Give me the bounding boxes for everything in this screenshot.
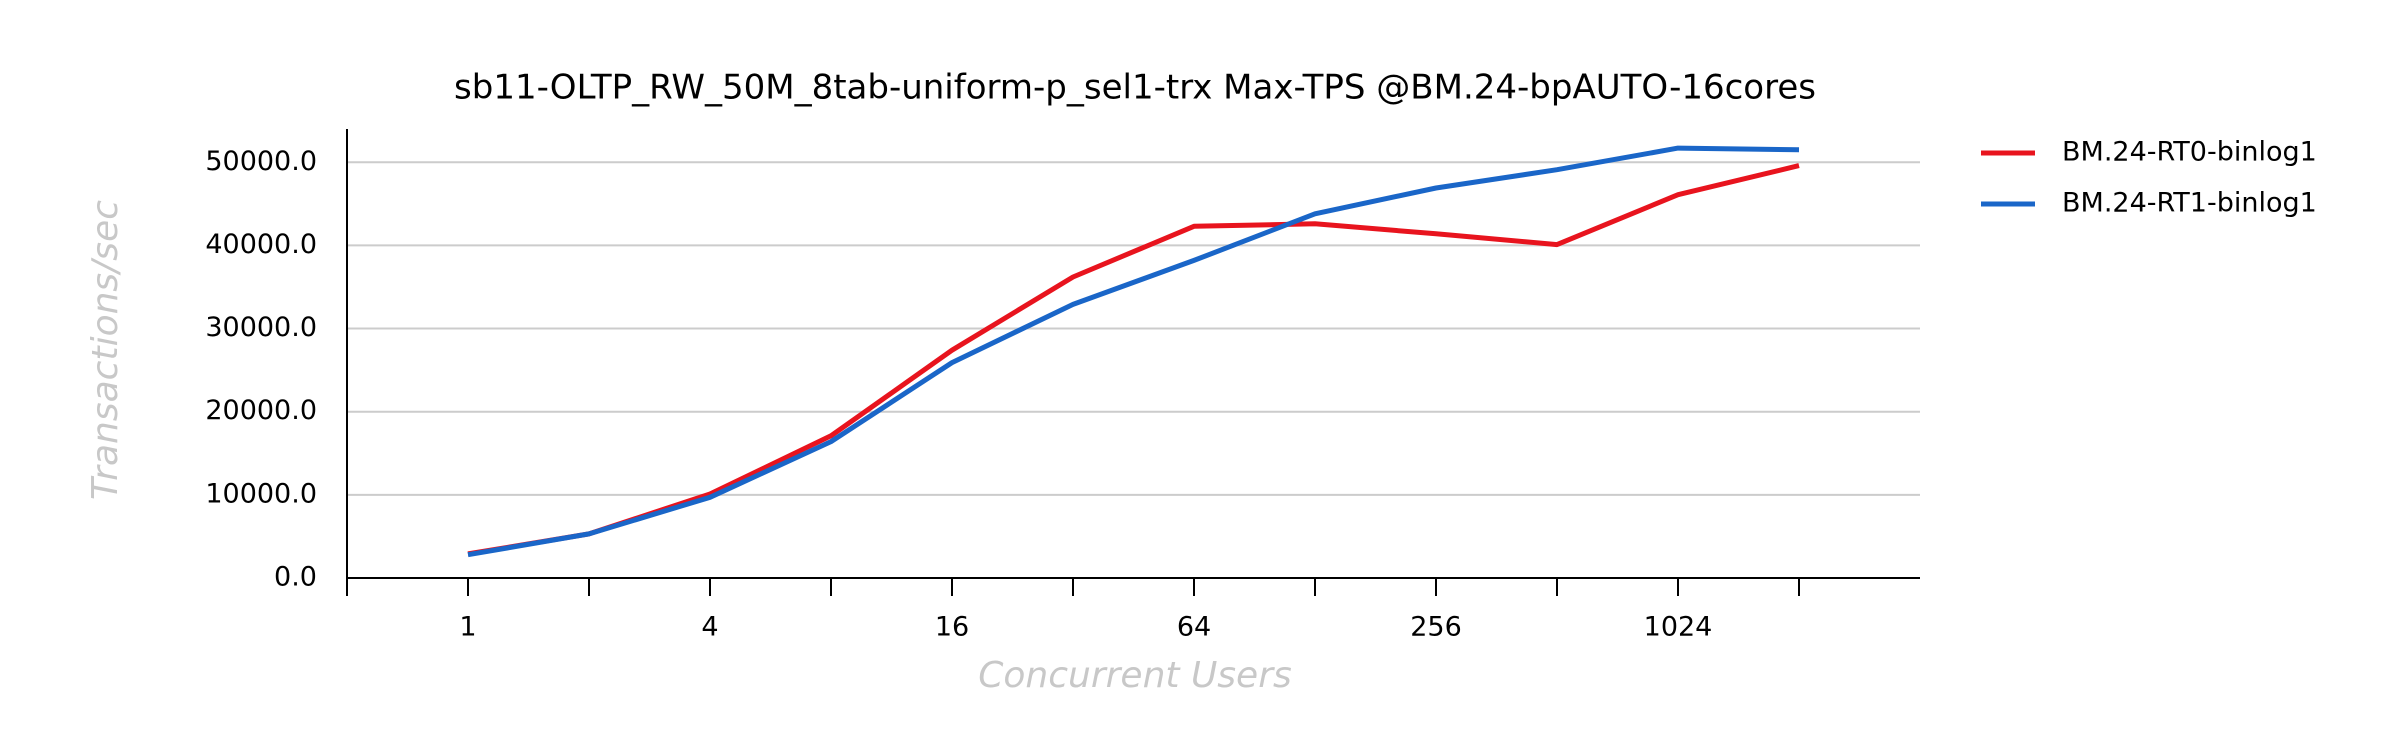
y-tick-label: 50000.0 [205,146,317,177]
x-tick-label: 4 [701,612,718,643]
series-line [467,145,1800,558]
y-tick-label: 30000.0 [205,312,317,343]
series-line [467,163,1800,557]
x-tick-label: 16 [935,612,969,643]
legend-label: BM.24-RT1-binlog1 [2062,188,2317,219]
x-tick-label: 256 [1410,612,1462,643]
legend-label: BM.24-RT0-binlog1 [2062,137,2317,168]
x-tick-label: 1024 [1644,612,1713,643]
y-tick-label: 40000.0 [205,229,317,260]
y-tick-label: 0.0 [274,562,317,593]
y-axis-label: Transactions/sec [85,200,126,500]
chart-title: sb11-OLTP_RW_50M_8tab-uniform-p_sel1-trx… [454,68,1816,108]
x-tick-label: 64 [1177,612,1211,643]
x-tick-label: 1 [459,612,476,643]
x-axis-label: Concurrent Users [978,655,1292,696]
y-tick-label: 20000.0 [205,395,317,426]
y-tick-label: 10000.0 [205,478,317,509]
